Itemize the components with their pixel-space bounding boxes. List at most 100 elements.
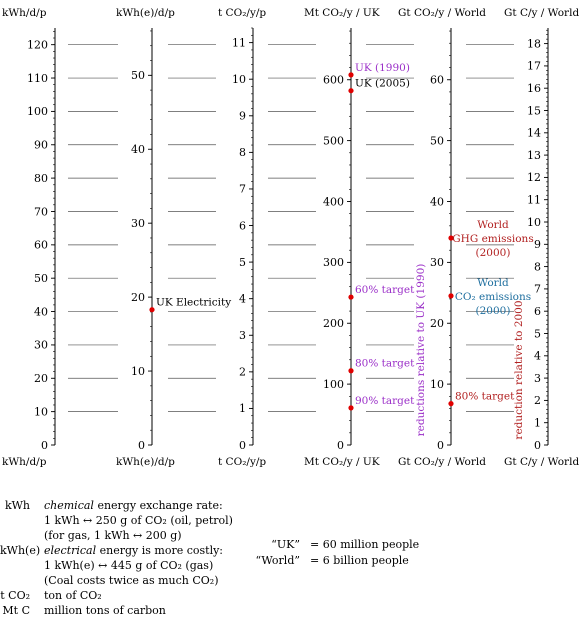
legend-row: kWh(e) electrical energy is more costly: bbox=[0, 543, 233, 558]
tick-label: 16 bbox=[527, 82, 541, 95]
tick-label: 18 bbox=[527, 37, 541, 50]
axis-label-bottom: Gt CO₂/y / World bbox=[398, 456, 486, 468]
legend-definition: 1 kWh ↔ 250 g of CO₂ (oil, petrol) bbox=[44, 514, 233, 527]
legend-abbr bbox=[0, 528, 44, 543]
reference-lines bbox=[68, 44, 514, 412]
tick-label: 1 bbox=[534, 417, 541, 430]
marker-dot bbox=[448, 235, 454, 241]
axis-labels: kWh/d/p kWh/d/p kWh(e)/d/p kWh(e)/d/p t CO₂/… bbox=[2, 7, 579, 468]
tick-label: 8 bbox=[534, 260, 541, 273]
axis-label-bottom: kWh(e)/d/p bbox=[116, 456, 175, 468]
tick-label: 9 bbox=[534, 238, 541, 251]
legend-definition: ton of CO₂ bbox=[44, 589, 102, 602]
legend-definition: (for gas, 1 kWh ↔ 200 g) bbox=[44, 529, 182, 542]
marker-label: World bbox=[477, 277, 509, 289]
marker-label: 90% target bbox=[355, 395, 415, 407]
legend-row: 1 kWh(e) ↔ 445 g of CO₂ (gas) bbox=[0, 558, 233, 573]
tick-label: 100 bbox=[323, 378, 344, 391]
tick-label: 60 bbox=[430, 74, 444, 87]
legend-abbr: Mt C bbox=[2, 604, 30, 617]
markers: UK Electricity UK (1990) UK (2005) 60% targ… bbox=[149, 62, 534, 440]
marker-label: 60% target bbox=[355, 284, 415, 296]
axis-label-top: Gt C/y / World bbox=[504, 7, 579, 19]
marker-label: UK (1990) bbox=[355, 62, 410, 74]
marker-dot bbox=[348, 368, 354, 374]
tick-label: 10 bbox=[232, 73, 246, 86]
marker-label: GHG emissions bbox=[452, 233, 533, 245]
marker-dot bbox=[448, 293, 454, 299]
tick-label: 2 bbox=[239, 366, 246, 379]
axes: 0102030405060708090100110120010203040500… bbox=[27, 27, 549, 452]
tick-label: 120 bbox=[27, 38, 48, 51]
tick-label: 10 bbox=[131, 365, 145, 378]
legend-abbr: kWh bbox=[4, 499, 30, 512]
tick-label: 6 bbox=[534, 305, 541, 318]
tick-label: 100 bbox=[27, 105, 48, 118]
tick-label: 40 bbox=[34, 305, 48, 318]
nomogram-scales: 0102030405060708090100110120010203040500… bbox=[2, 7, 579, 468]
axis-label-top: kWh/d/p bbox=[2, 7, 47, 19]
tick-label: 50 bbox=[430, 134, 444, 147]
axis-label-top: Mt CO₂/y / UK bbox=[304, 7, 380, 19]
tick-label: 15 bbox=[527, 104, 541, 117]
tick-label: 600 bbox=[323, 74, 344, 87]
legend-definition: (Coal costs twice as much CO₂) bbox=[44, 574, 219, 587]
tick-label: 50 bbox=[34, 272, 48, 285]
tick-label: 0 bbox=[138, 439, 145, 452]
tick-label: 5 bbox=[239, 256, 246, 269]
marker-dot bbox=[348, 405, 354, 411]
marker-label: UK Electricity bbox=[156, 297, 231, 309]
tick-label: 0 bbox=[534, 439, 541, 452]
marker-label: World bbox=[477, 219, 509, 231]
legend-row: (Coal costs twice as much CO₂) bbox=[0, 573, 233, 588]
tick-label: 4 bbox=[534, 350, 541, 363]
tick-label: 4 bbox=[239, 292, 246, 305]
legend-abbr: t CO₂ bbox=[0, 589, 30, 602]
unit-legend: kWh chemical energy exchange rate: 1 kWh ↔… bbox=[0, 498, 233, 618]
legend-definition: million tons of carbon bbox=[44, 604, 166, 617]
tick-label: 2 bbox=[534, 394, 541, 407]
tick-label: 0 bbox=[437, 439, 444, 452]
marker-label: (2000) bbox=[476, 305, 511, 317]
tick-label: 20 bbox=[430, 317, 444, 330]
marker-label: 80% target bbox=[355, 358, 415, 370]
axis-label-top: Gt CO₂/y / World bbox=[398, 7, 486, 19]
tick-label: 500 bbox=[323, 134, 344, 147]
legend-abbr bbox=[0, 513, 44, 528]
tick-label: 80 bbox=[34, 172, 48, 185]
legend-abbr bbox=[0, 573, 44, 588]
legend-row: Mt C million tons of carbon bbox=[0, 603, 233, 618]
tick-label: 7 bbox=[534, 283, 541, 296]
tick-label: 13 bbox=[527, 149, 541, 162]
axis-label-top: t CO₂/y/p bbox=[218, 7, 266, 19]
tick-label: 0 bbox=[239, 439, 246, 452]
tick-label: 400 bbox=[323, 195, 344, 208]
tick-label: 9 bbox=[239, 110, 246, 123]
tick-label: 10 bbox=[34, 405, 48, 418]
marker-dot bbox=[348, 88, 354, 94]
legend-row: 1 kWh ↔ 250 g of CO₂ (oil, petrol) bbox=[0, 513, 233, 528]
tick-label: 7 bbox=[239, 183, 246, 196]
population-value: = 60 million people bbox=[310, 538, 420, 551]
axis-label-bottom: Gt C/y / World bbox=[504, 456, 579, 468]
tick-label: 6 bbox=[239, 219, 246, 232]
tick-label: 300 bbox=[323, 256, 344, 269]
tick-label: 3 bbox=[534, 372, 541, 385]
tick-label: 90 bbox=[34, 139, 48, 152]
axis-label-bottom: Mt CO₂/y / UK bbox=[304, 456, 380, 468]
population-row: “World” = 6 billion people bbox=[222, 553, 419, 569]
tick-label: 0 bbox=[41, 439, 48, 452]
tick-label: 12 bbox=[527, 171, 541, 184]
tick-label: 20 bbox=[34, 372, 48, 385]
tick-label: 8 bbox=[239, 146, 246, 159]
tick-label: 60 bbox=[34, 239, 48, 252]
tick-label: 50 bbox=[131, 69, 145, 82]
tick-label: 30 bbox=[131, 217, 145, 230]
marker-dot bbox=[149, 307, 155, 313]
tick-label: 20 bbox=[131, 291, 145, 304]
population-term: “UK” bbox=[271, 538, 300, 551]
tick-label: 40 bbox=[430, 195, 444, 208]
legend-definition: 1 kWh(e) ↔ 445 g of CO₂ (gas) bbox=[44, 559, 214, 572]
marker-label: CO₂ emissions bbox=[455, 291, 531, 303]
tick-label: 30 bbox=[34, 339, 48, 352]
